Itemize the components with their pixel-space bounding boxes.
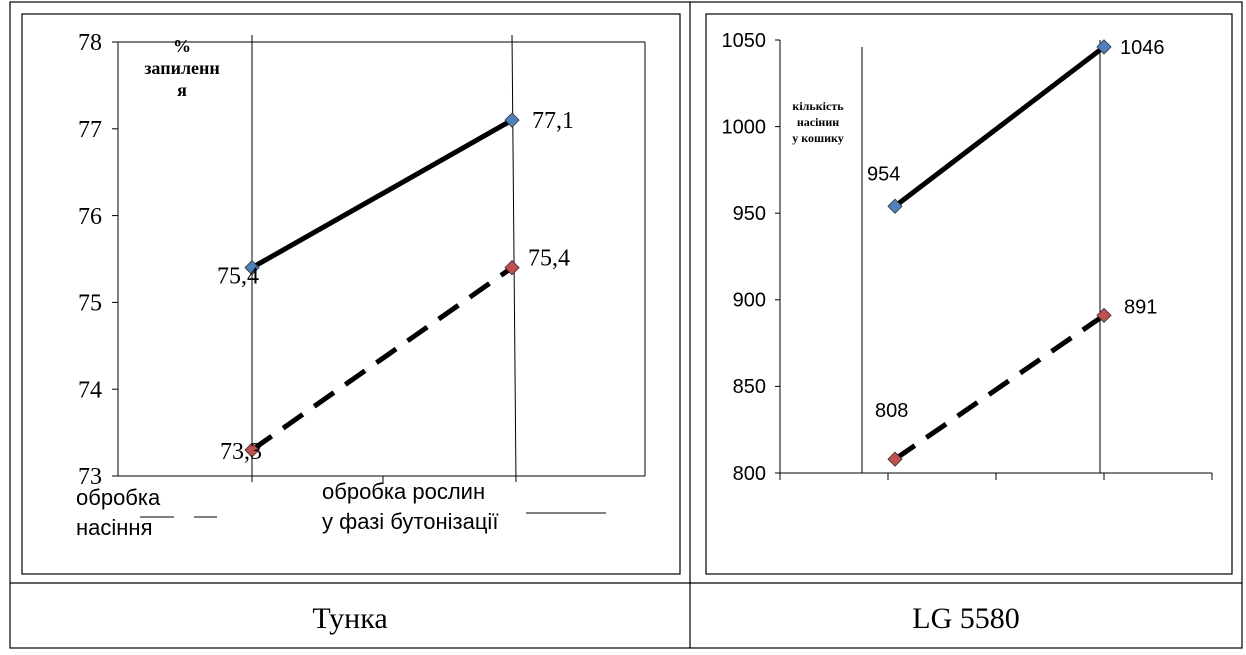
data-label: 75,4: [528, 246, 570, 272]
y-tick-label: 1050: [722, 30, 767, 52]
series-line: [893, 44, 1106, 209]
data-point-marker: [504, 260, 520, 276]
series-line: [893, 313, 1106, 462]
y-tick-label: 74: [78, 377, 102, 403]
data-point-marker: [244, 260, 260, 276]
y-axis-label: у кошику: [792, 131, 844, 145]
y-tick-label: 76: [78, 204, 102, 230]
data-label: 73,3: [220, 439, 262, 465]
caption-lg-5580: LG 5580: [912, 602, 1020, 635]
series-line: [250, 265, 514, 453]
data-label: 808: [875, 400, 908, 422]
chart-frame-right: [705, 13, 1233, 575]
y-tick-label: 900: [733, 290, 766, 312]
category-label: обробка: [76, 485, 161, 510]
y-axis-label: %: [173, 36, 191, 56]
y-tick-label: 1000: [722, 116, 767, 138]
drop-line-2: [511, 34, 517, 483]
data-label: 75,4: [217, 264, 259, 290]
data-label: 77,1: [532, 108, 574, 134]
category-label: обробка рослин: [322, 479, 485, 504]
data-label: 954: [867, 163, 900, 185]
table-border: [9, 1, 1243, 649]
y-axis-label: насінин: [797, 115, 839, 129]
data-point-marker: [887, 198, 903, 214]
y-tick-label: 950: [733, 203, 766, 225]
y-axis-label: я: [177, 80, 187, 100]
data-point-marker: [1096, 307, 1112, 324]
data-label: 1046: [1120, 37, 1165, 59]
y-tick-label: 75: [78, 291, 102, 317]
data-point-marker: [244, 442, 260, 458]
data-point-marker: [504, 112, 520, 128]
series-line: [250, 117, 514, 270]
y-tick-label: 78: [78, 30, 102, 56]
chart-seed-count: 800 850 900 950 1000 1050 кількість насінин у к…: [722, 30, 1213, 485]
y-tick-label: 73: [78, 464, 102, 490]
data-label: 891: [1124, 296, 1157, 318]
y-tick-label: 800: [733, 463, 766, 485]
data-point-marker: [1096, 39, 1112, 55]
y-axis-label: запиленн: [144, 58, 220, 78]
data-point-marker: [887, 451, 903, 467]
chart-frame-left: [21, 13, 681, 575]
y-tick-label: 77: [78, 117, 102, 143]
category-label: насіння: [76, 515, 152, 540]
y-axis-label: кількість: [792, 99, 844, 113]
y-tick-label: 850: [733, 376, 766, 398]
category-label: у фазі бутонізації: [322, 509, 498, 534]
caption-tunka: Тунка: [312, 602, 387, 635]
table-grid: [9, 1, 1243, 649]
